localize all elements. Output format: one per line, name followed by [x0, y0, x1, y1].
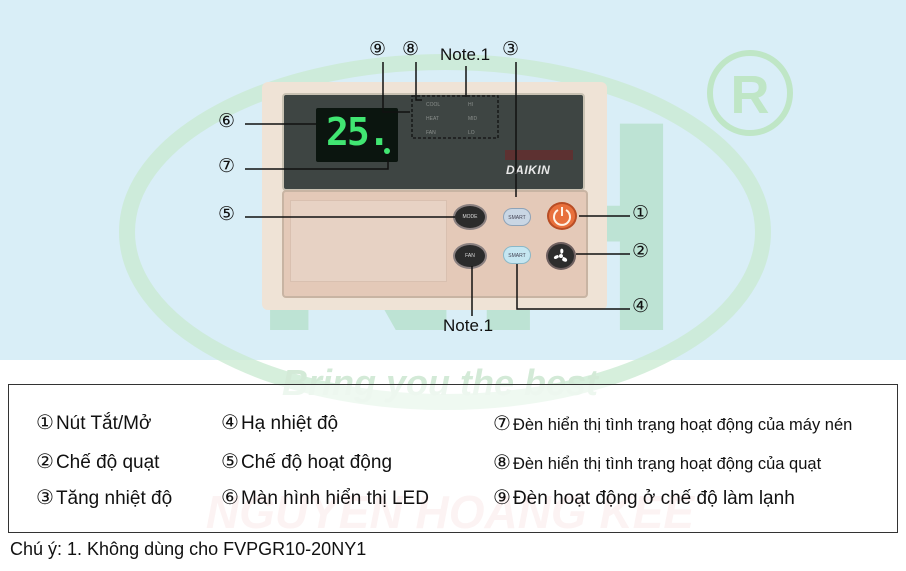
fan-mode-button-label: FAN: [465, 253, 475, 259]
operation-mode-button[interactable]: MODE: [453, 204, 487, 230]
label-area: [290, 200, 447, 282]
mode-button-label: MODE: [462, 214, 478, 220]
indicator-lo: LO: [468, 130, 475, 136]
callout-lines: [245, 62, 630, 316]
callout-2: ②: [632, 240, 650, 262]
temperature-down-button[interactable]: SMART: [503, 246, 531, 264]
brand-logo: DAIKIN: [506, 163, 551, 177]
compressor-indicator-dot: [384, 148, 390, 154]
callout-1: ①: [632, 202, 650, 224]
legend-item-9: ⑨ Đèn hoạt động ở chế độ làm lạnh: [493, 485, 795, 509]
note-bottom: Note.1: [443, 316, 494, 335]
callout-5: ⑤: [218, 203, 236, 225]
fan-speed-button[interactable]: [546, 242, 576, 270]
callout-4: ④: [632, 295, 650, 317]
callout-7: ⑦: [218, 155, 236, 177]
power-icon: [553, 207, 571, 226]
legend-item-7: ⑦ Đèn hiển thị tình trạng hoạt động của m…: [493, 411, 853, 435]
legend-item-5: ⑤ Chế độ hoạt động: [221, 449, 393, 473]
brand-stripe: [505, 150, 573, 160]
up-button-label: SMART: [508, 215, 526, 221]
legend-item-3: ③ Tăng nhiệt độ: [36, 485, 173, 509]
led-display-value: 25.: [326, 110, 391, 154]
legend-box: [8, 384, 898, 533]
callout-3: ③: [502, 38, 520, 60]
footnote: Chú ý: 1. Không dùng cho FVPGR10-20NY1: [10, 539, 367, 559]
legend-item-8: ⑧ Đèn hiển thị tình trạng hoạt động của q…: [493, 450, 822, 474]
fan-mode-button[interactable]: FAN: [453, 243, 487, 269]
note-top: Note.1: [440, 45, 491, 64]
legend-item-6: ⑥ Màn hình hiển thị LED: [221, 485, 429, 509]
legend-item-1: ① Nút Tắt/Mở: [36, 410, 152, 434]
indicator-mid: MID: [468, 116, 478, 122]
down-button-label: SMART: [508, 253, 526, 259]
legend-item-2: ② Chế độ quạt: [36, 449, 160, 473]
indicator-fan: FAN: [426, 130, 436, 136]
fan-icon: [553, 248, 568, 262]
indicator-cool: COOL: [426, 102, 441, 108]
power-button[interactable]: [547, 202, 577, 230]
indicator-heat: HEAT: [426, 116, 439, 122]
indicator-hi: HI: [468, 102, 473, 108]
callout-8: ⑧: [402, 38, 420, 60]
callout-9: ⑨: [369, 38, 387, 60]
legend-item-4: ④ Hạ nhiệt độ: [221, 410, 339, 434]
temperature-up-button[interactable]: SMART: [503, 208, 531, 226]
callout-6: ⑥: [218, 110, 236, 132]
